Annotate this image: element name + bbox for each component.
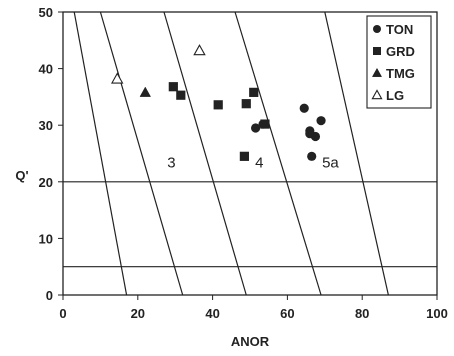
data-point-grd: [241, 99, 251, 109]
legend-marker-grd: [373, 47, 381, 55]
data-point-ton: [310, 131, 321, 142]
data-point-grd: [239, 151, 249, 161]
legend-marker-lg: [371, 89, 383, 100]
y-tick-label: 20: [39, 175, 53, 190]
data-point-lg: [111, 72, 124, 84]
data-point-ton: [299, 103, 309, 113]
y-tick-label: 40: [39, 62, 53, 77]
data-point-ton: [316, 116, 326, 126]
data-point-lg: [193, 44, 206, 56]
data-point-grd: [260, 119, 270, 129]
x-ticks: 0 20 40 60 80 100: [59, 295, 448, 321]
x-tick-label: 60: [280, 306, 294, 321]
legend-label: TON: [386, 22, 413, 37]
field-label: 5a: [322, 155, 339, 172]
data-point-grd: [168, 82, 178, 92]
field-label: 4: [255, 155, 263, 172]
x-tick-label: 100: [426, 306, 448, 321]
x-tick-label: 40: [205, 306, 219, 321]
field-boundary-line: [234, 11, 322, 296]
data-point-ton: [251, 123, 261, 133]
y-ticks: 0 10 20 30 40 50: [39, 5, 63, 303]
x-tick-label: 0: [59, 306, 66, 321]
x-tick-label: 80: [355, 306, 369, 321]
plot-frame: [62, 11, 438, 296]
data-point-grd: [213, 100, 223, 110]
legend-label: TMG: [386, 66, 415, 81]
y-tick-label: 0: [46, 288, 53, 303]
field-boundary-line: [99, 11, 184, 296]
legend-marker-tmg: [371, 67, 383, 77]
y-tick-label: 10: [39, 231, 53, 246]
data-point-tmg: [139, 86, 151, 97]
y-axis-label: Q': [15, 168, 28, 183]
field-boundary-line: [73, 11, 128, 296]
y-tick-label: 50: [39, 5, 53, 20]
data-points: [111, 44, 326, 161]
legend: TON GRD TMG LG: [366, 15, 432, 109]
field-boundary-line: [324, 11, 389, 296]
x-tick-label: 20: [131, 306, 145, 321]
legend-label: LG: [386, 88, 404, 103]
field-labels: 3 4 5a: [167, 155, 339, 172]
data-point-grd: [176, 90, 186, 100]
reference-lines: [63, 11, 437, 296]
legend-label: GRD: [386, 44, 415, 59]
field-label: 3: [167, 155, 175, 172]
data-point-ton: [307, 151, 317, 161]
x-axis-label: ANOR: [231, 334, 270, 349]
plot-border: [62, 11, 438, 296]
field-boundary-line: [163, 11, 247, 296]
data-point-grd: [249, 87, 259, 97]
y-tick-label: 30: [39, 118, 53, 133]
legend-marker-ton: [373, 25, 381, 33]
